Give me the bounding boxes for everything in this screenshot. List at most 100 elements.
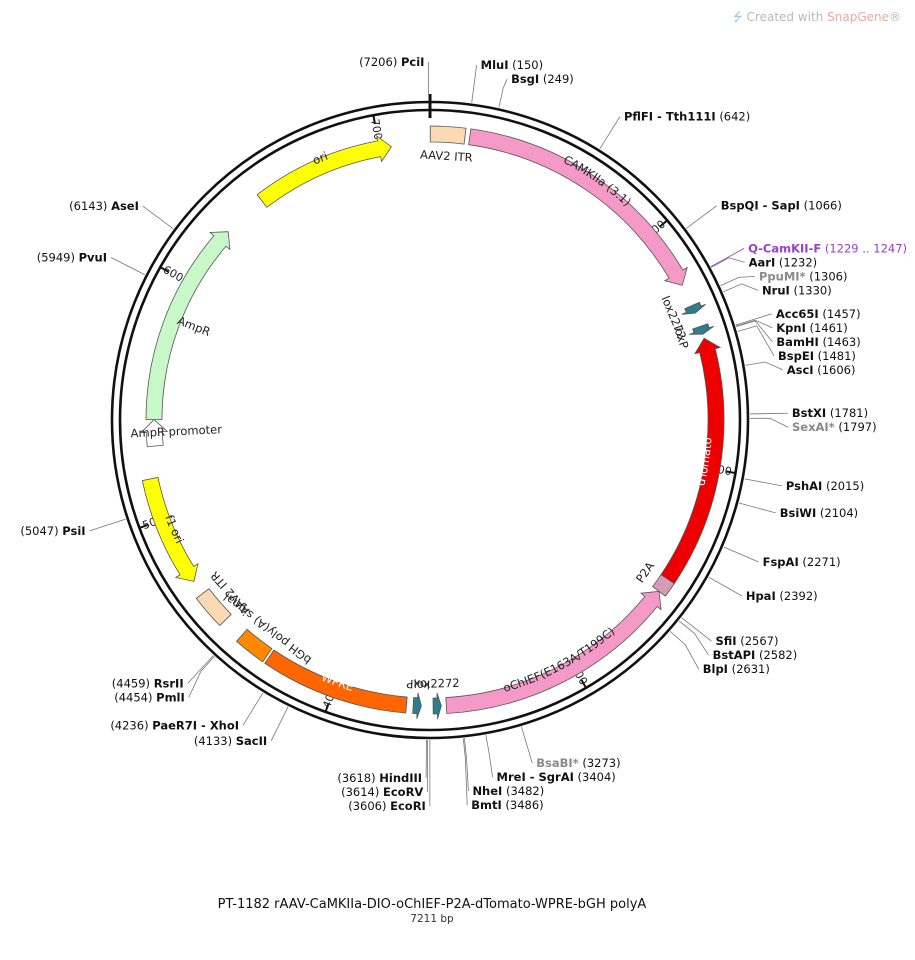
site-label-bsabi: BsaBI* (3273) bbox=[536, 756, 620, 770]
site-hindiii: (3618) HindIII bbox=[337, 739, 427, 784]
site-pcii: (7206) PciI bbox=[359, 55, 430, 101]
site-paer7i-xhoi: (4236) PaeR7I - XhoI bbox=[110, 692, 264, 732]
site-name: AscI bbox=[787, 362, 814, 376]
site-name: FspAI bbox=[763, 555, 799, 569]
site-label-asci: AscI (1606) bbox=[787, 362, 856, 376]
site-label-fspai: FspAI (2271) bbox=[763, 555, 841, 569]
site-leader-hpai bbox=[708, 576, 743, 597]
feature-ochief-e163a-t199c: oChIEF(E163A/T199C) bbox=[445, 590, 662, 714]
site-name: BsaBI* bbox=[536, 756, 578, 770]
site-position: (3606) bbox=[348, 798, 386, 812]
site-pvui: (5949) PvuI bbox=[37, 250, 146, 276]
site-position: (3486) bbox=[505, 798, 543, 812]
site-name: PflFI - Tth111I bbox=[624, 109, 716, 123]
site-position: (4459) bbox=[112, 676, 150, 690]
tick-3000 bbox=[580, 679, 588, 690]
site-label-pcii: (7206) PciI bbox=[359, 55, 424, 69]
site-label-ecorv: (3614) EcoRV bbox=[341, 784, 423, 798]
site-position: (1797) bbox=[838, 420, 876, 434]
site-leader-mrei-sgrai bbox=[485, 735, 493, 778]
site-name: SfiI bbox=[716, 634, 737, 648]
feature-lox2272: lox2272 bbox=[414, 676, 460, 720]
site-position: (1229 .. 1247) bbox=[825, 241, 907, 255]
site-position: (2015) bbox=[826, 478, 864, 492]
site-label-q-camkii-f: Q-CamKII-F (1229 .. 1247) bbox=[748, 241, 907, 255]
site-name: NruI bbox=[762, 283, 790, 297]
feature-label-ampr-promoter: AmpR promoter bbox=[130, 422, 222, 440]
site-position: (1330) bbox=[793, 283, 831, 297]
site-label-sexai: SexAI* (1797) bbox=[792, 420, 877, 434]
site-asei: (6143) AseI bbox=[69, 199, 174, 230]
site-label-blpi: BlpI (2631) bbox=[703, 662, 770, 676]
site-position: (1781) bbox=[830, 406, 868, 420]
site-label-paer7i-xhoi: (4236) PaeR7I - XhoI bbox=[110, 718, 239, 732]
feature-shape-aav2-itr bbox=[195, 588, 232, 627]
feature-f1-ori: f1 ori bbox=[141, 476, 199, 582]
site-label-sacii: (4133) SacII bbox=[194, 733, 267, 747]
feature-shape-aav2-itr bbox=[429, 125, 467, 145]
site-label-nrui: NruI (1330) bbox=[762, 283, 832, 297]
site-label-bamhi: BamHI (1463) bbox=[776, 334, 860, 348]
site-leader-bsgi bbox=[498, 78, 508, 108]
site-name: AseI bbox=[111, 199, 139, 213]
site-label-bstxi: BstXI (1781) bbox=[792, 406, 868, 420]
feature-shape-lox2272 bbox=[681, 301, 706, 315]
site-name: Q-CamKII-F bbox=[748, 241, 821, 255]
site-nhei: NheI (3482) bbox=[463, 738, 544, 798]
site-name: BlpI bbox=[703, 662, 728, 676]
restriction-sites: MluI (150)BsgI (249) PflFI - Tth111I (642… bbox=[20, 55, 907, 813]
site-nrui: NruI (1330) bbox=[723, 283, 832, 297]
site-name: SexAI* bbox=[792, 420, 835, 434]
site-leader-pvui bbox=[110, 257, 146, 276]
site-mlui: MluI (150) bbox=[471, 58, 543, 103]
site-label-psii: (5047) PsiI bbox=[20, 523, 85, 537]
watermark-icon: ⭍ bbox=[732, 10, 743, 24]
site-position: (4454) bbox=[114, 690, 152, 704]
site-position: (4133) bbox=[194, 733, 232, 747]
site-position: (1306) bbox=[809, 269, 847, 283]
site-leader-sfii bbox=[681, 617, 712, 642]
plasmid-title: PT-1182 rAAV-CaMKIIa-DIO-oChIEF-P2A-dTom… bbox=[218, 897, 647, 912]
site-name: EcoRV bbox=[383, 784, 423, 798]
site-name: BamHI bbox=[776, 334, 818, 348]
site-hpai: HpaI (2392) bbox=[708, 576, 818, 602]
site-position: (2567) bbox=[740, 634, 778, 648]
site-leader-blpi bbox=[669, 631, 700, 670]
site-sacii: (4133) SacII bbox=[194, 706, 289, 747]
site-bmti: BmtI (3486) bbox=[462, 738, 544, 812]
tick-4000 bbox=[324, 703, 330, 714]
tick-7000 bbox=[372, 114, 376, 125]
site-psii: (5047) PsiI bbox=[20, 518, 126, 537]
site-pshai: PshAI (2015) bbox=[744, 478, 864, 492]
site-position: (7206) bbox=[359, 55, 397, 69]
site-leader-sexai bbox=[749, 417, 789, 428]
site-leader-q-camkii-f bbox=[710, 248, 745, 267]
site-position: (3273) bbox=[582, 756, 620, 770]
site-ppumi: PpuMI* (1306) bbox=[720, 269, 847, 287]
site-leader-pflfi-tth111i bbox=[599, 116, 621, 149]
site-position: (1461) bbox=[810, 320, 848, 334]
feature-shape-loxp bbox=[689, 323, 715, 335]
site-label-bsiwi: BsiWI (2104) bbox=[780, 505, 858, 519]
site-name: PaeR7I - XhoI bbox=[152, 718, 239, 732]
site-name: PpuMI* bbox=[759, 269, 806, 283]
site-leader-fspai bbox=[723, 546, 759, 563]
site-sexai: SexAI* (1797) bbox=[749, 417, 877, 434]
site-name: HpaI bbox=[746, 588, 776, 602]
site-leader-bspqi-sapi bbox=[686, 205, 717, 229]
site-position: (3404) bbox=[578, 770, 616, 784]
site-blpi: BlpI (2631) bbox=[669, 631, 770, 676]
site-label-hpai: HpaI (2392) bbox=[746, 588, 818, 602]
site-label-pflfi-tth111i: PflFI - Tth111I (642) bbox=[624, 109, 750, 123]
site-position: (249) bbox=[543, 72, 574, 86]
site-name: MluI bbox=[481, 58, 509, 72]
site-position: (642) bbox=[719, 109, 750, 123]
site-position: (1463) bbox=[823, 334, 861, 348]
site-label-bspei: BspEI (1481) bbox=[778, 348, 856, 362]
site-leader-rsrii bbox=[187, 655, 214, 684]
tick-2000 bbox=[726, 470, 737, 475]
site-sfii: SfiI (2567) bbox=[681, 617, 779, 648]
site-leader-bsabi bbox=[521, 726, 533, 764]
inner-strand bbox=[118, 108, 742, 732]
